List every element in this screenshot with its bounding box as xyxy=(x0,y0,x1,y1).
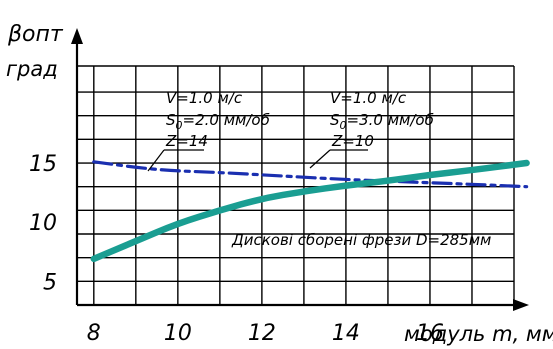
x-tick-label: 10 xyxy=(164,321,192,346)
series xyxy=(90,159,530,263)
y-axis-arrow-icon xyxy=(71,28,83,44)
y-tick-label: 10 xyxy=(29,211,57,236)
x-axis-label: модуль m, мм xyxy=(404,322,553,346)
grid xyxy=(77,65,515,306)
annotation-1-feed: S0=2.0 мм/об xyxy=(166,111,270,132)
annotation-2-leader xyxy=(309,149,331,169)
annotation-1-leader xyxy=(147,149,165,172)
series-line-1 xyxy=(92,160,529,189)
x-tick-label: 16 xyxy=(416,321,444,346)
y-axis-units: град xyxy=(6,57,58,81)
x-tick-label: 8 xyxy=(87,321,101,346)
annotation-1: V=1.0 м/с S0=2.0 мм/об Z=14 xyxy=(147,89,270,172)
annotation-2-feed: S0=3.0 мм/об xyxy=(330,111,434,132)
ticks: 8 10 12 14 16 5 10 15 xyxy=(29,152,444,346)
x-tick-label: 12 xyxy=(248,321,276,346)
y-tick-label: 15 xyxy=(29,152,57,177)
annotation-1-speed: V=1.0 м/с xyxy=(166,89,243,107)
annotation-2-speed: V=1.0 м/с xyxy=(330,89,407,107)
x-tick-label: 14 xyxy=(332,321,360,346)
annotation-2: V=1.0 м/с S0=3.0 мм/об Z=10 xyxy=(309,89,434,169)
x-axis-arrow-icon xyxy=(513,299,529,311)
series-line-2 xyxy=(90,159,530,263)
annotation-2-teeth: Z=10 xyxy=(331,132,374,150)
y-axis-label: βопт xyxy=(7,22,64,47)
annotation-1-teeth: Z=14 xyxy=(165,132,208,150)
annotation-3-note: Дискові сборені фрези D=285мм xyxy=(231,231,491,249)
y-tick-label: 5 xyxy=(43,270,57,295)
